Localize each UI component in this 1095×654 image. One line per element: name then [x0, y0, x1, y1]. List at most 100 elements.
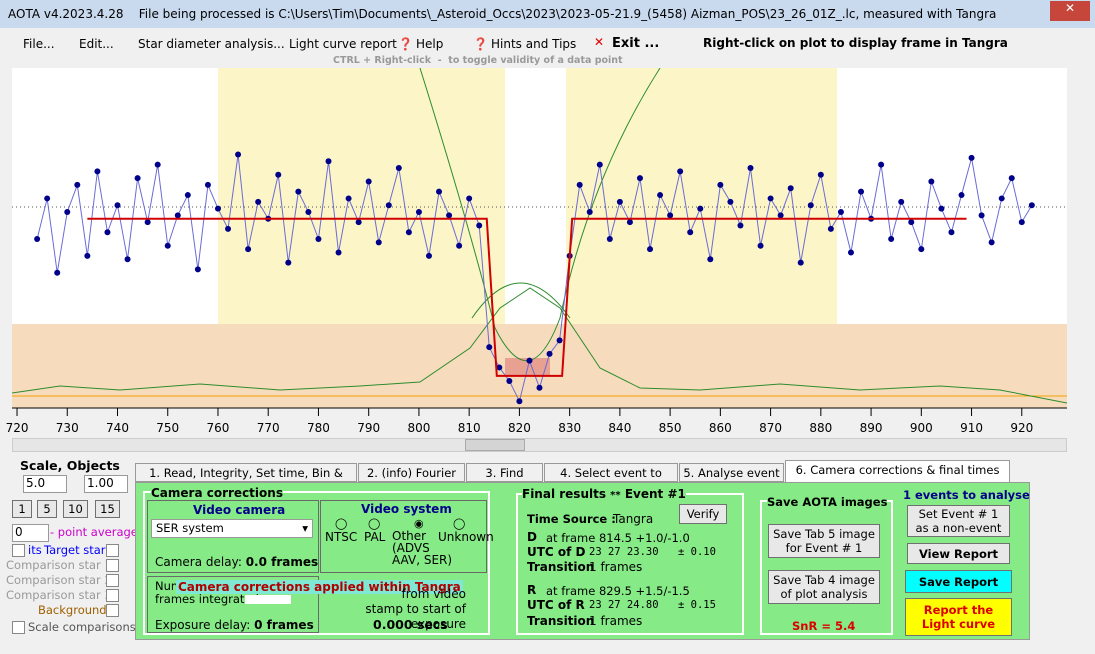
data-point: [436, 188, 443, 195]
scale-button[interactable]: 1: [12, 500, 32, 518]
scale-button[interactable]: 15: [95, 500, 120, 518]
data-point: [586, 208, 593, 215]
data-point: [214, 205, 221, 212]
data-point: [536, 384, 543, 391]
radio[interactable]: ◯: [335, 517, 348, 530]
data-point: [415, 208, 422, 215]
tab[interactable]: 2. (info) Fourier plot: [358, 463, 465, 498]
data-point: [777, 212, 784, 219]
data-point: [938, 205, 945, 212]
close-button[interactable]: ✕: [1050, 1, 1090, 21]
data-point: [395, 165, 402, 172]
d-utc-label: UTC of D: [527, 545, 586, 559]
data-point: [636, 175, 643, 182]
data-point: [576, 181, 583, 188]
x-tick-label: 860: [709, 421, 732, 435]
r-transition: 1 frames: [589, 614, 643, 628]
data-point: [596, 161, 603, 168]
menu-help[interactable]: Help: [416, 37, 444, 51]
data-point: [1018, 219, 1025, 226]
scroll-thumb[interactable]: [465, 439, 525, 451]
x-tick-label: 750: [156, 421, 179, 435]
radio[interactable]: ◯: [368, 517, 381, 530]
data-point: [767, 195, 774, 202]
checkboxes[interactable]: [106, 543, 122, 618]
tab[interactable]: 1. Read, Integrity, Set time, Bin & norm…: [135, 463, 357, 498]
scrollbar[interactable]: [12, 438, 1067, 452]
menu-file[interactable]: File...: [23, 37, 55, 51]
data-point: [948, 229, 955, 236]
menu-lc-report[interactable]: Light curve report: [289, 37, 397, 51]
avg-select[interactable]: 0: [12, 524, 49, 542]
verify-button[interactable]: Verify: [679, 504, 727, 524]
menu-exit[interactable]: Exit ...: [612, 36, 660, 51]
object-label: its: [28, 543, 42, 557]
data-point: [898, 198, 905, 205]
radio[interactable]: ◯: [453, 517, 466, 530]
search-band: [218, 68, 505, 324]
data-point: [84, 252, 91, 259]
search-band: [566, 68, 837, 324]
scale-field[interactable]: 5.0: [23, 475, 67, 493]
data-point: [94, 168, 101, 175]
help-icon: ❓: [398, 37, 413, 51]
group: [147, 576, 319, 633]
exposure-delay: Exposure delay: 0 frames: [155, 618, 314, 632]
data-point: [747, 165, 754, 172]
save-tab4[interactable]: Save Tab 4 image of plot analysis: [768, 570, 880, 604]
x-tick-label: 840: [608, 421, 631, 435]
scale-button[interactable]: 10: [63, 500, 88, 518]
value: 0 frames: [254, 618, 314, 632]
data-point: [717, 181, 724, 188]
data-point: [908, 219, 915, 226]
tab[interactable]: 5. Analyse event #1: [679, 463, 784, 498]
x-tick-label: 920: [1010, 421, 1033, 435]
group-title: Camera corrections: [151, 486, 283, 500]
tab[interactable]: 3. Find events: [466, 463, 543, 498]
time-source-label: Time Source :: [527, 512, 616, 526]
x-tick-label: 810: [458, 421, 481, 435]
menu-hints[interactable]: Hints and Tips: [491, 37, 577, 51]
data-point: [697, 205, 704, 212]
d-transition: 1 frames: [589, 560, 643, 574]
object-label: Comparison star 3: [6, 588, 112, 602]
scale-field[interactable]: 1.00: [84, 475, 128, 493]
data-point: [737, 222, 744, 229]
frames-field[interactable]: [245, 595, 291, 604]
object-label: Scale comparisons: [28, 620, 136, 634]
save-tab5[interactable]: Save Tab 5 image for Event # 1: [768, 524, 880, 558]
data-point: [114, 202, 121, 209]
tab[interactable]: 4. Select event to analyse: [544, 463, 678, 498]
data-point: [1028, 202, 1035, 209]
panel-title: Scale, Objects: [20, 458, 120, 473]
menu-edit[interactable]: Edit...: [79, 37, 114, 51]
menu-star[interactable]: Star diameter analysis...: [138, 37, 285, 51]
x-tick-label: 770: [257, 421, 280, 435]
view-report[interactable]: View Report: [907, 543, 1010, 564]
tab-active[interactable]: 6. Camera corrections & final times Even…: [785, 460, 1010, 495]
data-point: [988, 239, 995, 246]
data-point: [827, 225, 834, 232]
light-curve-plot[interactable]: 720 730 740 750 760 770 780 790 800 810 820 830 840 8…: [0, 68, 1070, 438]
camera-select[interactable]: SER system ▾: [151, 519, 313, 538]
radio[interactable]: ◉: [414, 517, 424, 530]
data-point: [154, 161, 161, 168]
exit-icon: ✕: [594, 35, 605, 49]
save-report[interactable]: Save Report: [905, 570, 1012, 593]
data-point: [556, 337, 563, 344]
radio-label: Unknown: [438, 530, 494, 544]
x-tick-label: 900: [910, 421, 933, 435]
x-tick-label: 850: [659, 421, 682, 435]
r-transition-label: Transition: [527, 614, 595, 628]
data-point: [275, 171, 282, 178]
data-point: [64, 208, 71, 215]
report-lc[interactable]: Report the Light curve: [905, 598, 1012, 636]
data-point: [144, 219, 151, 226]
scale-button[interactable]: 5: [37, 500, 57, 518]
data-point: [335, 249, 342, 256]
x-tick-label: 760: [207, 421, 230, 435]
non-event-button[interactable]: Set Event # 1 as a non-event: [907, 505, 1010, 537]
data-point: [687, 229, 694, 236]
object-label: its: [12, 543, 42, 557]
